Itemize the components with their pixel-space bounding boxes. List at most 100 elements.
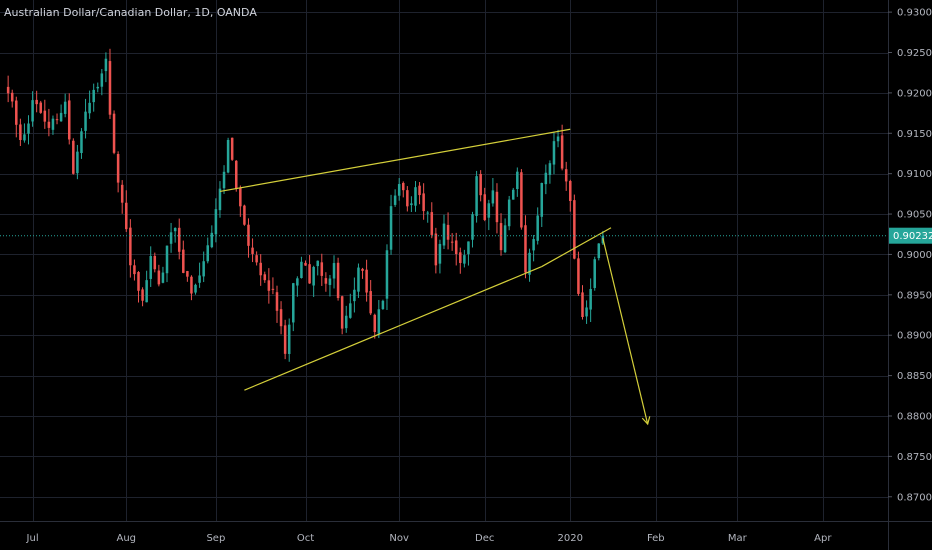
candle xyxy=(548,160,552,184)
x-tick-label: Nov xyxy=(389,533,409,544)
candle xyxy=(259,254,262,286)
candle xyxy=(27,115,30,145)
candle xyxy=(84,98,87,139)
candle xyxy=(186,270,189,282)
candle xyxy=(353,277,356,313)
candle xyxy=(483,187,486,222)
candle xyxy=(198,262,201,288)
candle xyxy=(239,185,242,217)
candle xyxy=(446,212,450,250)
candle xyxy=(373,313,377,339)
candle xyxy=(202,251,205,283)
candle xyxy=(479,170,482,202)
candle xyxy=(263,271,267,283)
candle xyxy=(544,164,548,195)
candle xyxy=(271,277,275,295)
candle xyxy=(59,104,63,122)
x-tick-label: Jul xyxy=(26,533,39,544)
candle xyxy=(15,96,18,138)
candle xyxy=(332,255,336,289)
candle xyxy=(39,100,42,114)
candle xyxy=(520,169,523,230)
candle xyxy=(43,99,47,129)
candle xyxy=(149,246,152,287)
candle xyxy=(100,68,104,96)
candle xyxy=(145,270,148,303)
candle xyxy=(573,194,576,260)
candle xyxy=(104,52,108,83)
candle xyxy=(177,218,181,260)
candle xyxy=(344,305,348,333)
candle xyxy=(328,274,332,297)
candle xyxy=(442,214,446,250)
x-tick-label: 2020 xyxy=(558,533,583,544)
candle xyxy=(10,89,14,108)
candle xyxy=(292,282,295,332)
x-tick-label: Feb xyxy=(647,533,665,544)
x-tick-label: Apr xyxy=(814,533,832,544)
candle xyxy=(275,285,279,323)
candle xyxy=(414,181,417,212)
candle xyxy=(283,319,287,360)
candle xyxy=(340,295,344,335)
current-price-badge: 0.90232 xyxy=(889,227,932,244)
candle xyxy=(581,285,584,320)
candle xyxy=(161,266,165,284)
candle xyxy=(182,240,185,274)
candle xyxy=(247,218,250,258)
candle xyxy=(381,299,385,310)
candle xyxy=(279,301,283,335)
candle xyxy=(336,257,340,301)
candle xyxy=(463,249,466,268)
forecast-arrowhead[interactable] xyxy=(641,416,651,426)
candle xyxy=(495,183,499,234)
candle xyxy=(72,138,75,175)
candle xyxy=(51,115,55,135)
candle xyxy=(503,218,507,254)
candle xyxy=(434,227,438,274)
candle xyxy=(454,232,458,266)
candle xyxy=(206,237,210,264)
candle xyxy=(210,225,214,249)
candle xyxy=(31,91,34,127)
candle xyxy=(218,181,222,218)
candle xyxy=(410,196,413,212)
candle xyxy=(324,272,328,292)
candle xyxy=(450,233,454,251)
candle xyxy=(226,137,230,174)
candle xyxy=(426,210,429,223)
candle xyxy=(397,178,401,201)
candle xyxy=(267,268,271,304)
candle xyxy=(516,167,519,197)
candle xyxy=(556,129,560,148)
candle xyxy=(564,161,568,191)
y-tick-label: 0.87000 xyxy=(897,492,932,503)
candle xyxy=(255,251,258,266)
candle xyxy=(577,251,580,296)
x-tick-label: Aug xyxy=(117,533,137,544)
apex-line[interactable] xyxy=(541,227,612,268)
candle xyxy=(589,278,592,323)
candle xyxy=(63,93,67,118)
forecast-arrow-line[interactable] xyxy=(602,238,649,425)
candle xyxy=(320,253,324,286)
candle xyxy=(438,239,442,274)
candle xyxy=(296,276,299,297)
candle xyxy=(80,128,83,159)
candle xyxy=(349,293,352,319)
upper-trendline[interactable] xyxy=(219,128,571,193)
lower-trendline[interactable] xyxy=(244,266,542,391)
candle xyxy=(112,110,116,155)
candle xyxy=(402,181,405,198)
candle xyxy=(507,195,511,231)
candle xyxy=(536,207,539,245)
candle xyxy=(560,124,564,171)
candle xyxy=(116,151,120,193)
candle xyxy=(316,260,319,276)
candle xyxy=(312,265,315,298)
candle xyxy=(67,93,71,145)
